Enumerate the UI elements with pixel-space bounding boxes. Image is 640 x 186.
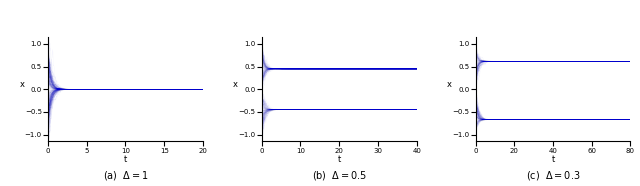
X-axis label: t: t xyxy=(124,155,127,164)
X-axis label: t: t xyxy=(551,155,555,164)
Text: (b)  $\Delta = 0.5$: (b) $\Delta = 0.5$ xyxy=(312,169,367,182)
Text: (c)  $\Delta = 0.3$: (c) $\Delta = 0.3$ xyxy=(525,169,580,182)
Y-axis label: x: x xyxy=(233,80,238,89)
X-axis label: t: t xyxy=(337,155,341,164)
Text: (a)  $\Delta = 1$: (a) $\Delta = 1$ xyxy=(102,169,148,182)
Y-axis label: x: x xyxy=(19,80,24,89)
Y-axis label: x: x xyxy=(447,80,452,89)
